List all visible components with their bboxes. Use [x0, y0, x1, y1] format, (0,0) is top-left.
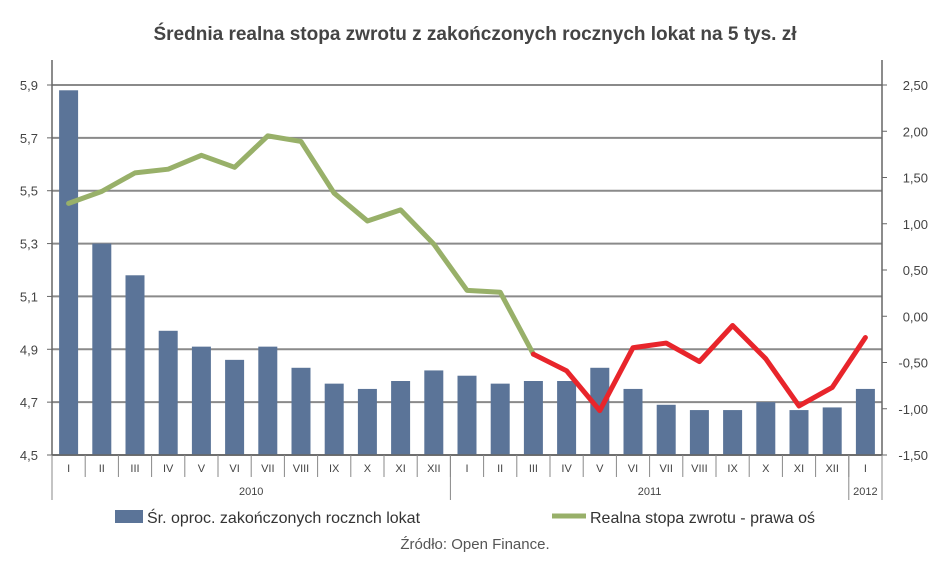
bar — [689, 410, 709, 455]
legend-label-line: Realna stopa zwrotu - prawa oś — [590, 510, 815, 527]
bar — [59, 90, 79, 456]
left-tick-label: 4,5 — [20, 448, 38, 463]
left-tick-label: 4,9 — [20, 342, 38, 357]
line-segment-red — [530, 323, 868, 414]
right-tick-label: 2,50 — [903, 78, 928, 93]
year-label: 2010 — [239, 486, 263, 498]
category-label: XII — [427, 463, 440, 475]
right-tick-label: 1,50 — [903, 171, 928, 186]
category-label: VIII — [691, 463, 708, 475]
category-label: XII — [825, 463, 838, 475]
category-label: III — [529, 463, 538, 475]
category-label: VII — [261, 463, 274, 475]
bar — [855, 388, 875, 455]
bar — [789, 410, 809, 455]
right-tick-label: 2,00 — [903, 124, 928, 139]
bar — [258, 346, 278, 455]
year-label: 2012 — [853, 486, 877, 498]
bar — [756, 402, 776, 455]
bar — [656, 404, 676, 455]
bar — [324, 383, 344, 455]
category-label: II — [99, 463, 105, 475]
left-tick-label: 5,7 — [20, 131, 38, 146]
bar — [92, 243, 112, 455]
legend-label-bars: Śr. oproc. zakończonych rocznch lokat — [147, 508, 421, 527]
right-axis-ticks: -1,50 -1,00 -0,50 0,00 0,50 1,00 1,50 2,00 2,50 — [882, 78, 928, 463]
category-label: VII — [659, 463, 672, 475]
bar — [723, 410, 743, 455]
bar — [623, 388, 643, 455]
category-label: V — [198, 463, 206, 475]
category-label: IX — [727, 463, 738, 475]
right-tick-label: 0,50 — [903, 263, 928, 278]
left-tick-label: 5,3 — [20, 237, 38, 252]
category-label: I — [67, 463, 70, 475]
line-series — [66, 133, 868, 414]
category-label: V — [596, 463, 604, 475]
legend-swatch-bars — [115, 510, 143, 523]
category-labels: I II III IV V VI VII VIII IX X XI XII I II III IV V VI VII… — [51, 455, 867, 477]
left-tick-label: 5,1 — [20, 289, 38, 304]
bar — [391, 381, 411, 455]
left-tick-label: 5,5 — [20, 184, 38, 199]
bar — [191, 346, 211, 455]
bar — [291, 367, 311, 455]
bar — [125, 275, 145, 455]
category-label: III — [130, 463, 139, 475]
category-label: X — [762, 463, 770, 475]
category-label: IV — [561, 463, 572, 475]
category-label: IX — [329, 463, 340, 475]
bar — [490, 383, 510, 455]
category-label: I — [465, 463, 468, 475]
category-label: IV — [163, 463, 174, 475]
right-tick-label: 1,00 — [903, 217, 928, 232]
bar — [357, 388, 377, 455]
grid-lines — [52, 84, 882, 456]
bar — [523, 381, 543, 455]
bar-series — [59, 90, 875, 456]
category-label: I — [864, 463, 867, 475]
right-tick-label: -0,50 — [898, 356, 928, 371]
right-tick-label: -1,50 — [898, 448, 928, 463]
bar — [557, 381, 577, 455]
bar — [822, 407, 842, 455]
category-label: X — [364, 463, 372, 475]
bar — [457, 375, 477, 455]
right-tick-label: -1,00 — [898, 402, 928, 417]
left-tick-label: 4,7 — [20, 395, 38, 410]
legend: Śr. oproc. zakończonych rocznch lokat Re… — [115, 508, 815, 527]
line-segment-green — [66, 133, 536, 357]
category-label: XI — [395, 463, 405, 475]
bar — [158, 330, 178, 455]
category-label: VI — [628, 463, 638, 475]
category-label: VIII — [293, 463, 310, 475]
left-tick-label: 5,9 — [20, 78, 38, 93]
year-label: 2011 — [638, 486, 662, 498]
category-label: XI — [794, 463, 804, 475]
bar — [225, 359, 245, 455]
axes — [51, 60, 883, 456]
right-tick-label: 0,00 — [903, 309, 928, 324]
source-note: Źródło: Open Finance. — [400, 536, 549, 553]
chart-title: Średnia realna stopa zwrotu z zakończony… — [153, 23, 797, 45]
year-groups: 2010 2011 2012 — [51, 455, 883, 500]
bar — [424, 370, 444, 455]
category-label: II — [497, 463, 503, 475]
left-axis-ticks: 4,5 4,7 4,9 5,1 5,3 5,5 5,7 5,9 — [20, 78, 52, 463]
category-label: VI — [229, 463, 239, 475]
